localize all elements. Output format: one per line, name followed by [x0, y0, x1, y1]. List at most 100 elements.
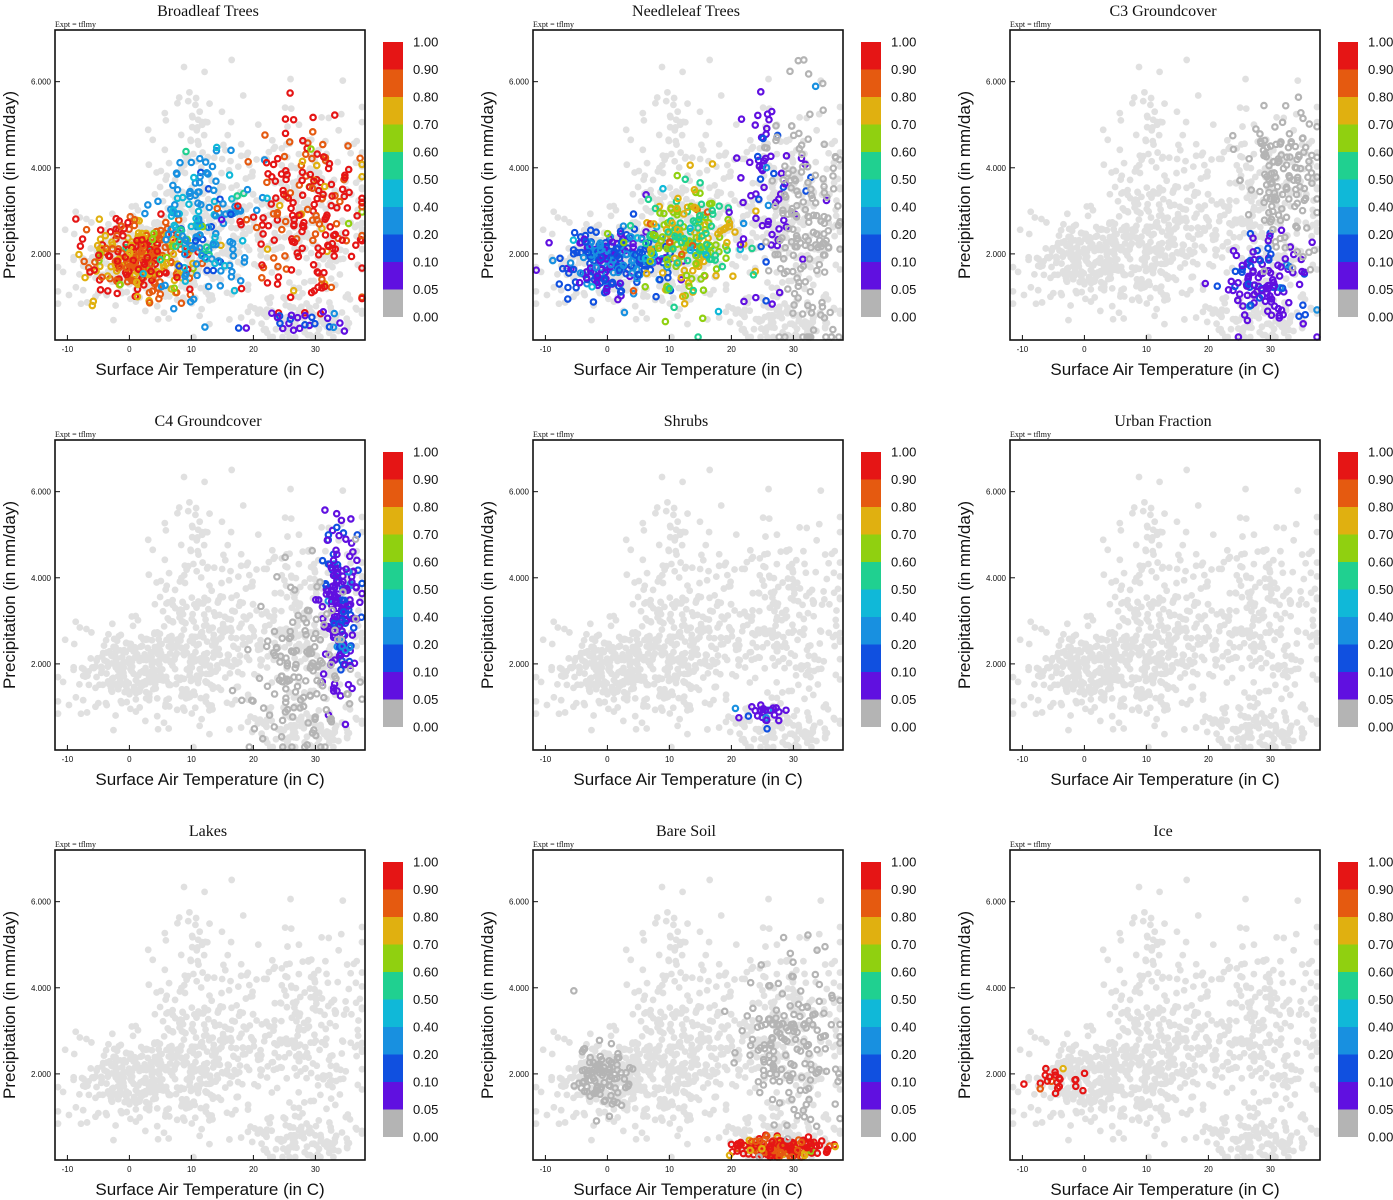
- background-point: [1176, 203, 1184, 211]
- data-point: [287, 311, 296, 320]
- colorbar: 1.000.900.800.700.600.500.400.200.100.05…: [1338, 35, 1393, 325]
- data-point: [829, 172, 837, 180]
- data-point: [358, 198, 366, 207]
- data-point: [185, 189, 194, 198]
- background-point: [631, 169, 638, 176]
- background-point: [1243, 164, 1251, 171]
- data-point: [88, 301, 97, 310]
- data-point: [244, 157, 253, 166]
- data-point: [173, 273, 181, 282]
- data-point: [797, 141, 806, 150]
- background-point: [205, 216, 213, 224]
- colorbar-swatch: [861, 262, 881, 290]
- background-point: [1143, 112, 1151, 120]
- background-point: [1192, 140, 1200, 148]
- background-point: [303, 254, 310, 262]
- background-point: [727, 168, 734, 176]
- data-point: [288, 211, 297, 220]
- background-point: [289, 304, 297, 311]
- colorbar-label: 0.20: [891, 227, 916, 242]
- background-point: [194, 137, 202, 145]
- background-point: [1199, 149, 1207, 157]
- background-point: [753, 233, 761, 241]
- background-point: [120, 646, 128, 654]
- background-point: [248, 318, 256, 326]
- data-point: [217, 267, 225, 275]
- data-point: [211, 211, 220, 220]
- data-point: [313, 268, 322, 276]
- data-point: [287, 204, 295, 213]
- data-point: [140, 260, 149, 269]
- background-point: [228, 217, 235, 225]
- data-point: [768, 300, 776, 308]
- data-point: [259, 230, 267, 238]
- background-point: [228, 184, 235, 192]
- background-point: [146, 653, 153, 661]
- data-point: [306, 170, 315, 179]
- background-point: [1155, 131, 1163, 139]
- background-point: [1135, 265, 1143, 273]
- data-point: [220, 261, 229, 270]
- background-point: [196, 665, 204, 673]
- background-point: [251, 305, 259, 312]
- background-point: [1308, 232, 1315, 240]
- background-point: [722, 149, 730, 157]
- background-point: [1109, 239, 1117, 247]
- background-point: [278, 161, 286, 169]
- background-point: [1200, 224, 1207, 232]
- background-point: [1101, 243, 1108, 251]
- data-point: [139, 269, 148, 278]
- data-point: [290, 221, 298, 230]
- data-point: [659, 184, 667, 193]
- background-point: [161, 146, 169, 154]
- data-point: [225, 171, 234, 179]
- background-point: [1226, 197, 1234, 204]
- data-point: [273, 280, 282, 288]
- data-point: [708, 160, 717, 168]
- background-point: [209, 275, 217, 283]
- background-point: [129, 622, 137, 630]
- data-point: [806, 110, 814, 119]
- background-point: [1286, 281, 1294, 289]
- background-point: [317, 201, 325, 209]
- data-point: [1304, 173, 1312, 182]
- data-point: [212, 146, 221, 155]
- x-tick-label: 0: [127, 345, 132, 354]
- data-point: [269, 254, 278, 262]
- data-point: [725, 208, 733, 217]
- background-point: [160, 212, 168, 220]
- data-point: [170, 284, 179, 292]
- background-point: [318, 113, 326, 121]
- data-point: [298, 136, 307, 145]
- data-point: [148, 235, 157, 244]
- chart-title: Needleleaf Trees: [632, 3, 740, 20]
- background-point: [1128, 296, 1136, 304]
- background-point: [306, 165, 314, 172]
- data-point: [1231, 267, 1240, 276]
- background-point: [677, 149, 685, 156]
- background-point: [202, 693, 210, 701]
- background-point: [54, 263, 62, 271]
- colorbar-label: 0.00: [891, 310, 916, 325]
- background-point: [583, 220, 590, 228]
- data-point: [351, 241, 360, 249]
- data-point: [797, 168, 806, 176]
- data-point: [629, 210, 638, 218]
- data-point: [1298, 134, 1307, 143]
- background-point: [666, 184, 674, 192]
- data-point: [130, 221, 139, 230]
- data-point: [779, 176, 787, 184]
- data-point: [722, 254, 730, 262]
- x-tick-label: -10: [540, 345, 552, 354]
- background-point: [681, 155, 689, 162]
- background-point: [696, 155, 704, 163]
- background-point: [1144, 243, 1151, 250]
- background-point: [832, 212, 840, 220]
- data-point: [162, 253, 171, 262]
- background-point: [244, 308, 252, 316]
- data-point: [132, 278, 141, 286]
- data-point: [356, 154, 364, 163]
- data-point: [211, 259, 219, 268]
- background-point: [658, 297, 666, 304]
- background-point: [1178, 246, 1186, 254]
